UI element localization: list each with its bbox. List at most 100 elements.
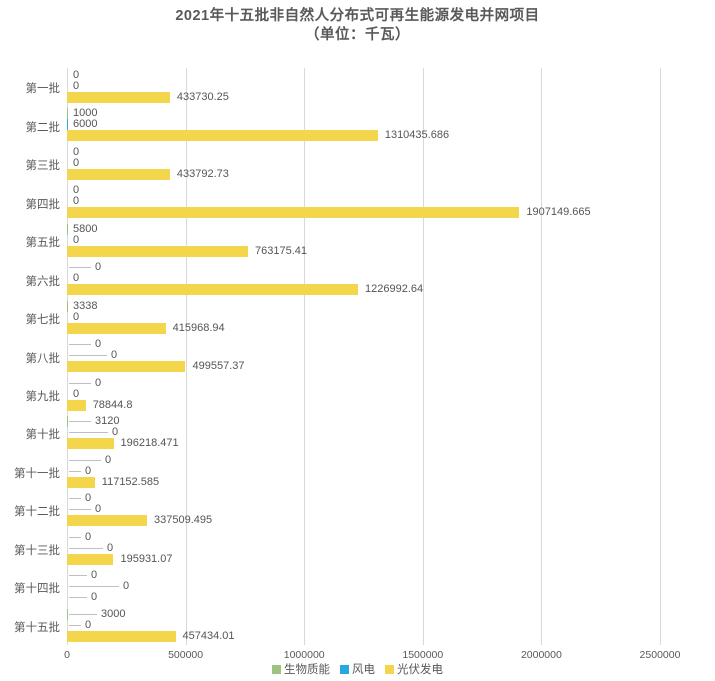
bar-光伏发电 [67, 476, 95, 488]
value-label: 196218.471 [120, 437, 179, 450]
bar-生物质能 [67, 300, 69, 312]
value-label: 0 [112, 426, 119, 439]
gridline [541, 68, 543, 645]
bar-生物质能 [67, 416, 69, 428]
label-leader-line [69, 624, 81, 626]
value-label: 0 [73, 184, 80, 197]
value-label: 0 [85, 464, 92, 477]
label-leader-line [69, 586, 119, 588]
value-label: 1907149.665 [526, 206, 591, 219]
value-label: 0 [85, 492, 92, 505]
bar-光伏发电 [67, 553, 114, 565]
bar-光伏发电 [67, 130, 378, 142]
bar-光伏发电 [67, 322, 166, 334]
value-label: 78844.8 [92, 398, 133, 411]
value-label: 0 [85, 618, 92, 631]
label-leader-line [69, 267, 91, 269]
value-label: 3338 [73, 299, 98, 312]
category-label: 第九批 [25, 390, 61, 403]
value-label: 1310435.686 [384, 129, 450, 142]
value-label: 0 [73, 387, 80, 400]
value-label: 195931.07 [120, 552, 173, 565]
gridline [660, 68, 661, 645]
value-label: 0 [95, 261, 102, 274]
value-label: 0 [95, 503, 102, 516]
value-label: 0 [111, 349, 118, 362]
category-label: 第七批 [25, 314, 61, 327]
bar-光伏发电 [67, 630, 176, 642]
chart-title-line1: 2021年十五批非自然人分布式可再生能源发电并网项目 [175, 8, 540, 24]
value-label: 0 [91, 591, 98, 604]
x-axis-tick-label: 2000000 [520, 649, 562, 661]
bar-光伏发电 [67, 361, 186, 373]
bar-光伏发电 [67, 207, 520, 219]
bar-光伏发电 [67, 284, 359, 296]
bar-生物质能 [67, 608, 69, 620]
bar-生物质能 [67, 223, 69, 235]
category-label: 第十五批 [14, 621, 60, 634]
category-label: 第十批 [25, 429, 61, 442]
category-label: 第二批 [25, 121, 61, 134]
category-label: 第八批 [25, 352, 61, 365]
value-label: 0 [105, 453, 112, 466]
label-leader-line [69, 470, 81, 472]
bar-光伏发电 [67, 92, 170, 103]
value-label: 0 [73, 156, 80, 169]
value-label: 0 [73, 310, 80, 323]
label-leader-line [69, 575, 87, 577]
legend-label: 风电 [352, 664, 375, 676]
bar-光伏发电 [67, 515, 148, 527]
bar-光伏发电 [67, 399, 86, 411]
legend-label: 生物质能 [284, 664, 330, 676]
legend-item: 生物质能 [272, 661, 330, 677]
value-label: 433792.73 [176, 167, 229, 180]
category-label: 第十一批 [14, 467, 60, 480]
legend-swatch-icon [272, 664, 281, 674]
x-axis-tick-label: 0 [64, 649, 70, 661]
bar-光伏发电 [67, 245, 249, 257]
category-label: 第四批 [25, 198, 61, 211]
legend-label: 光伏发电 [397, 664, 443, 676]
label-leader-line [69, 613, 97, 615]
label-leader-line [69, 355, 107, 357]
value-label: 0 [73, 233, 80, 246]
legend-item: 光伏发电 [385, 661, 443, 677]
value-label: 0 [73, 145, 80, 158]
label-leader-line [69, 421, 91, 423]
bar-光伏发电 [67, 168, 170, 180]
value-label: 0 [95, 338, 102, 351]
value-label: 5800 [73, 222, 98, 235]
value-label: 0 [95, 376, 102, 389]
bar-风电 [67, 119, 69, 131]
legend-item: 风电 [340, 661, 375, 677]
label-leader-line [69, 536, 81, 538]
value-label: 0 [85, 530, 92, 543]
category-label: 第十三批 [14, 544, 60, 557]
label-leader-line [69, 547, 103, 549]
value-label: 433730.25 [176, 91, 229, 103]
value-label: 0 [73, 80, 80, 92]
x-axis-tick-label: 2500000 [639, 649, 681, 661]
label-leader-line [69, 432, 108, 434]
label-leader-line [69, 597, 87, 599]
category-label: 第一批 [25, 83, 61, 96]
value-label: 0 [73, 272, 80, 285]
bar-光伏发电 [67, 438, 114, 450]
label-leader-line [69, 344, 91, 346]
value-label: 6000 [73, 118, 98, 131]
legend: 生物质能 风电 光伏发电 [0, 661, 715, 677]
value-label: 457434.01 [182, 629, 235, 642]
value-label: 3120 [95, 415, 120, 428]
value-label: 1226992.64 [365, 283, 424, 296]
gridline [304, 68, 306, 645]
value-label: 499557.37 [192, 360, 245, 373]
x-axis-tick-label: 500000 [168, 649, 204, 661]
category-label: 第三批 [25, 160, 61, 173]
gridline [422, 68, 424, 645]
value-label: 0 [73, 195, 80, 208]
value-label: 0 [73, 69, 80, 81]
x-axis-tick-label: 1500000 [402, 649, 444, 661]
category-label: 第六批 [25, 275, 61, 288]
